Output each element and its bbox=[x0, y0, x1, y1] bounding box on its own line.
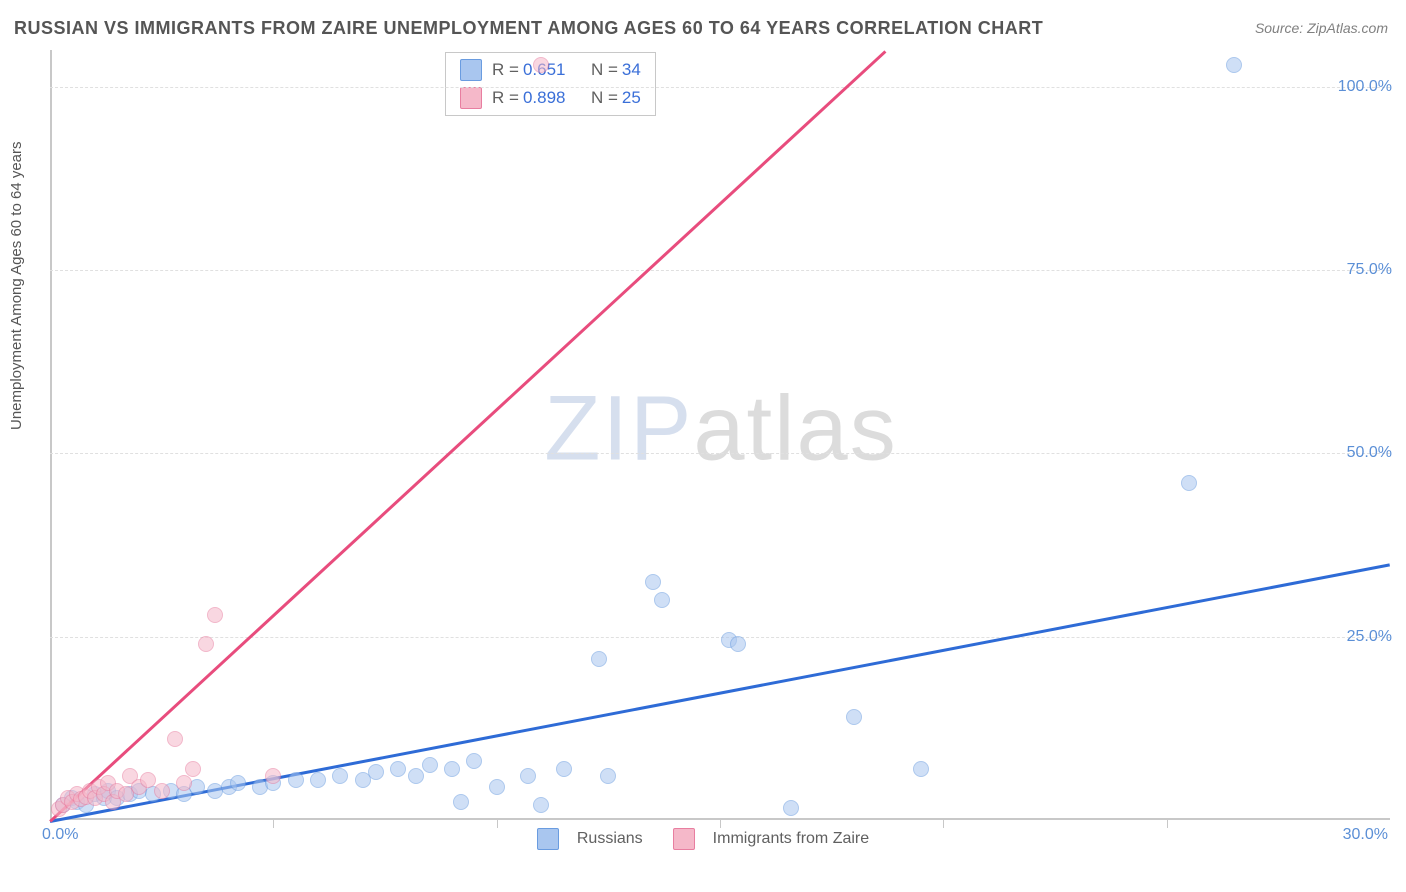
data-point bbox=[140, 772, 156, 788]
n-value-zaire: 25 bbox=[622, 88, 641, 108]
data-point bbox=[645, 574, 661, 590]
series-legend: Russians Immigrants from Zaire bbox=[0, 828, 1406, 850]
x-tick bbox=[720, 820, 721, 828]
x-tick bbox=[497, 820, 498, 828]
data-point bbox=[600, 768, 616, 784]
data-point bbox=[310, 772, 326, 788]
data-point bbox=[368, 764, 384, 780]
x-tick bbox=[943, 820, 944, 828]
data-point bbox=[167, 731, 183, 747]
legend-item-russians: Russians bbox=[537, 828, 643, 850]
r-value-zaire: 0.898 bbox=[523, 88, 573, 108]
data-point bbox=[332, 768, 348, 784]
gridline bbox=[50, 453, 1390, 454]
data-point bbox=[730, 636, 746, 652]
data-point bbox=[176, 775, 192, 791]
data-point bbox=[453, 794, 469, 810]
source-name: ZipAtlas.com bbox=[1307, 20, 1388, 36]
swatch-zaire-icon bbox=[673, 828, 695, 850]
legend-row-zaire: R = 0.898 N = 25 bbox=[446, 84, 655, 112]
data-point bbox=[556, 761, 572, 777]
watermark: ZIPatlas bbox=[544, 376, 897, 481]
data-point bbox=[533, 797, 549, 813]
data-point bbox=[913, 761, 929, 777]
y-tick-label: 25.0% bbox=[1347, 628, 1392, 646]
watermark-atlas: atlas bbox=[693, 377, 897, 479]
source-prefix: Source: bbox=[1255, 20, 1307, 36]
data-point bbox=[466, 753, 482, 769]
legend-item-zaire: Immigrants from Zaire bbox=[673, 828, 869, 850]
data-point bbox=[1181, 475, 1197, 491]
y-axis-label: Unemployment Among Ages 60 to 64 years bbox=[8, 141, 25, 430]
data-point bbox=[230, 775, 246, 791]
n-label: N = bbox=[591, 60, 618, 80]
data-point bbox=[185, 761, 201, 777]
source-attribution: Source: ZipAtlas.com bbox=[1255, 20, 1388, 36]
gridline bbox=[50, 270, 1390, 271]
data-point bbox=[198, 636, 214, 652]
x-tick bbox=[1167, 820, 1168, 828]
data-point bbox=[783, 800, 799, 816]
swatch-russians bbox=[460, 59, 482, 81]
legend-row-russians: R = 0.651 N = 34 bbox=[446, 56, 655, 84]
r-label: R = bbox=[492, 60, 519, 80]
data-point bbox=[288, 772, 304, 788]
n-label: N = bbox=[591, 88, 618, 108]
y-tick-label: 100.0% bbox=[1338, 78, 1392, 96]
gridline bbox=[50, 87, 1390, 88]
data-point bbox=[408, 768, 424, 784]
data-point bbox=[154, 783, 170, 799]
watermark-zip: ZIP bbox=[544, 377, 693, 479]
data-point bbox=[533, 57, 549, 73]
data-point bbox=[1226, 57, 1242, 73]
data-point bbox=[265, 768, 281, 784]
y-tick-label: 50.0% bbox=[1347, 444, 1392, 462]
r-label: R = bbox=[492, 88, 519, 108]
swatch-russians-icon bbox=[537, 828, 559, 850]
legend-label-russians: Russians bbox=[577, 830, 643, 848]
data-point bbox=[520, 768, 536, 784]
plot-area: ZIPatlas bbox=[50, 50, 1390, 820]
data-point bbox=[591, 651, 607, 667]
data-point bbox=[390, 761, 406, 777]
data-point bbox=[207, 607, 223, 623]
data-point bbox=[422, 757, 438, 773]
data-point bbox=[444, 761, 460, 777]
data-point bbox=[654, 592, 670, 608]
swatch-zaire bbox=[460, 87, 482, 109]
correlation-legend: R = 0.651 N = 34 R = 0.898 N = 25 bbox=[445, 52, 656, 116]
legend-label-zaire: Immigrants from Zaire bbox=[713, 830, 869, 848]
chart-title: RUSSIAN VS IMMIGRANTS FROM ZAIRE UNEMPLO… bbox=[14, 18, 1043, 39]
x-tick bbox=[273, 820, 274, 828]
y-tick-label: 75.0% bbox=[1347, 261, 1392, 279]
data-point bbox=[846, 709, 862, 725]
data-point bbox=[489, 779, 505, 795]
n-value-russians: 34 bbox=[622, 60, 641, 80]
